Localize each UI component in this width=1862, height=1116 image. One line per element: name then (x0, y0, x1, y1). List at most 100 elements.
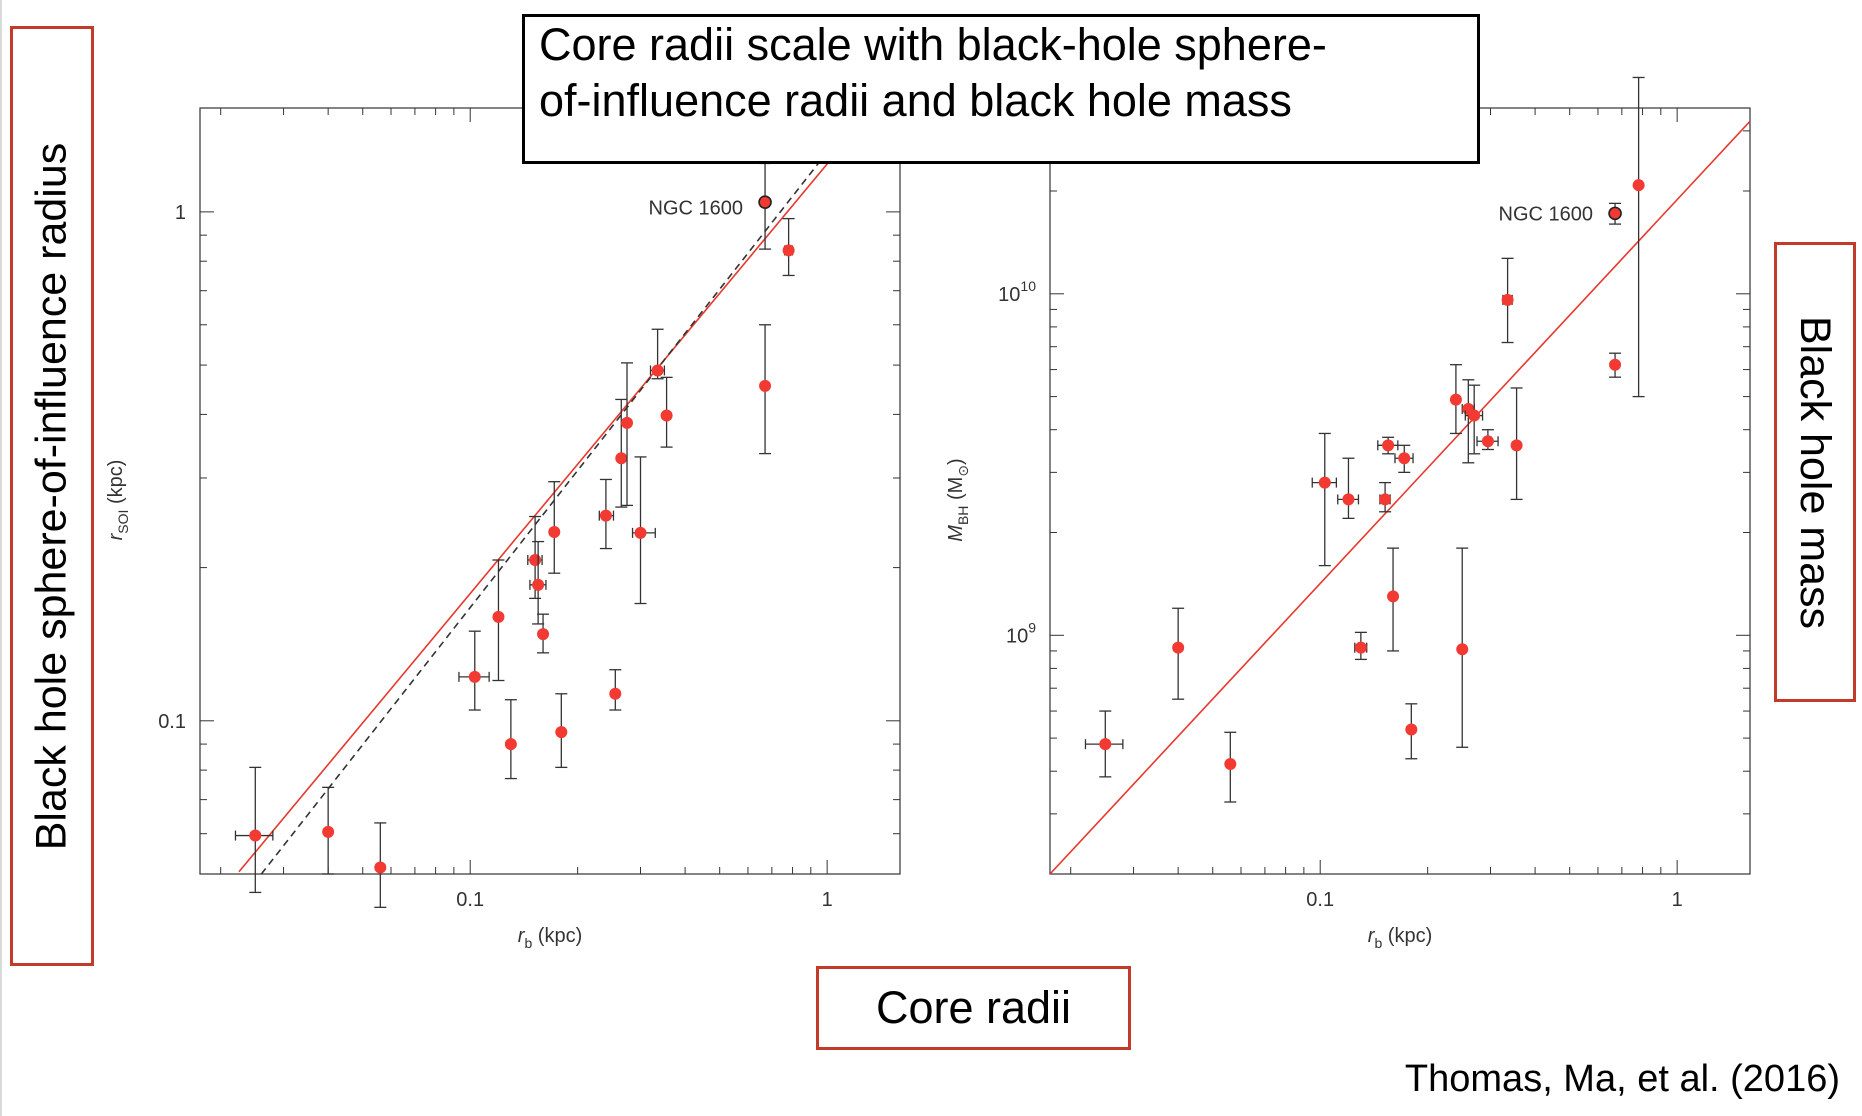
fit-lines (238, 108, 875, 874)
point-marker (1481, 435, 1494, 448)
data-point (504, 699, 517, 780)
point-marker (1468, 409, 1481, 422)
citation: Thomas, Ma, et al. (2016) (1404, 1058, 1840, 1100)
point-marker (1379, 493, 1392, 506)
data-point (1224, 731, 1237, 803)
point-marker (660, 409, 673, 422)
data-point (529, 540, 547, 625)
point-marker (468, 670, 481, 683)
point-marker (1354, 641, 1367, 654)
point-marker (555, 726, 568, 739)
data-point (1379, 481, 1392, 513)
data-point (1377, 436, 1399, 455)
data-point (1354, 631, 1368, 661)
data-point (1501, 257, 1514, 344)
ngc1600-label: NGC 1600 (1499, 203, 1594, 225)
data-point (234, 766, 274, 894)
left-annotation-box: Black hole sphere-of-influence radius (10, 26, 94, 966)
point-marker (599, 509, 612, 522)
point-marker (1510, 439, 1523, 452)
data-point (621, 362, 634, 507)
data-points (1084, 76, 1645, 803)
best-fit-line (1050, 120, 1750, 874)
axis-ticks (1050, 108, 1750, 875)
left-edge-rule (0, 0, 2, 1116)
right-annotation-text: Black hole mass (1791, 315, 1840, 629)
data-point (548, 481, 561, 574)
point-marker (1224, 757, 1237, 770)
data-point (1172, 607, 1185, 700)
point-marker (1501, 293, 1514, 306)
y-tick-label: 0.1 (158, 711, 186, 733)
data-point (458, 630, 490, 711)
axis-ticks (200, 108, 900, 875)
fit-lines (1050, 120, 1750, 874)
point-marker (537, 628, 550, 641)
point-marker (1342, 493, 1355, 506)
data-point (1476, 429, 1499, 451)
slide-title-line-2: of-influence radii and black hole mass (539, 75, 1292, 126)
data-point (759, 324, 772, 455)
data-point (1464, 384, 1484, 455)
y-axis-label: rSOI (kpc) (105, 460, 131, 541)
x-axis-label: rb (kpc) (518, 925, 582, 951)
data-point (660, 376, 673, 448)
point-marker (322, 825, 335, 838)
data-point (598, 478, 615, 550)
point-marker (1382, 439, 1395, 452)
data-point (1387, 547, 1400, 652)
ngc1600-label: NGC 1600 (649, 198, 744, 220)
bottom-annotation-box: Core radii (816, 966, 1131, 1050)
data-points (234, 162, 795, 908)
point-marker (634, 526, 647, 539)
dashed-reference-line (260, 108, 863, 874)
data-point (1456, 547, 1469, 748)
data-point (649, 328, 666, 380)
data-point (1632, 76, 1645, 398)
x-tick-label: 0.1 (1306, 889, 1334, 911)
y-tick-label: 1010 (998, 278, 1036, 306)
plot-frame (199, 107, 901, 875)
x-axis-label: rb (kpc) (1368, 925, 1432, 951)
best-fit-line (238, 108, 875, 873)
ngc1600-point (1608, 202, 1622, 225)
data-point (1394, 444, 1414, 474)
data-point (1510, 387, 1523, 501)
data-point (615, 398, 628, 508)
data-point (1084, 710, 1124, 778)
mbh-vs-rb-chart: 0.1 1 109 1010 rb (kpc) MBH (M⊙) NGC 1600 (945, 76, 1751, 951)
rsoi-vs-rb-chart: 0.1 1 0.1 1 rb (kpc) rSOI (kpc) NGC 1600 (105, 107, 901, 951)
point-marker (621, 416, 634, 429)
data-point (1337, 457, 1360, 520)
data-point (609, 669, 622, 711)
point-marker (1318, 476, 1331, 489)
point-marker (1099, 738, 1112, 751)
point-marker (782, 244, 795, 257)
point-marker (1609, 358, 1622, 371)
data-point (492, 559, 505, 682)
slide-title-line-1: Core radii scale with black-hole sphere- (539, 19, 1327, 70)
point-marker (1398, 452, 1411, 465)
point-marker (532, 578, 545, 591)
x-tick-label: 1 (1672, 889, 1683, 911)
data-point (555, 693, 568, 769)
data-point (1405, 703, 1418, 760)
point-marker (492, 610, 505, 623)
point-marker (609, 687, 622, 700)
y-tick-label: 109 (1006, 619, 1036, 647)
point-marker (249, 829, 262, 842)
y-tick-label: 1 (175, 202, 186, 224)
point-marker (529, 553, 542, 566)
point-marker (615, 452, 628, 465)
point-marker (759, 379, 772, 392)
data-point (374, 822, 387, 908)
point-marker (1405, 723, 1418, 736)
point-marker (1172, 641, 1185, 654)
point-marker (548, 525, 561, 538)
data-point (782, 217, 795, 277)
point-marker (1449, 393, 1462, 406)
point-marker (504, 738, 517, 751)
ngc1600-marker (758, 195, 772, 209)
point-marker (1456, 643, 1469, 656)
